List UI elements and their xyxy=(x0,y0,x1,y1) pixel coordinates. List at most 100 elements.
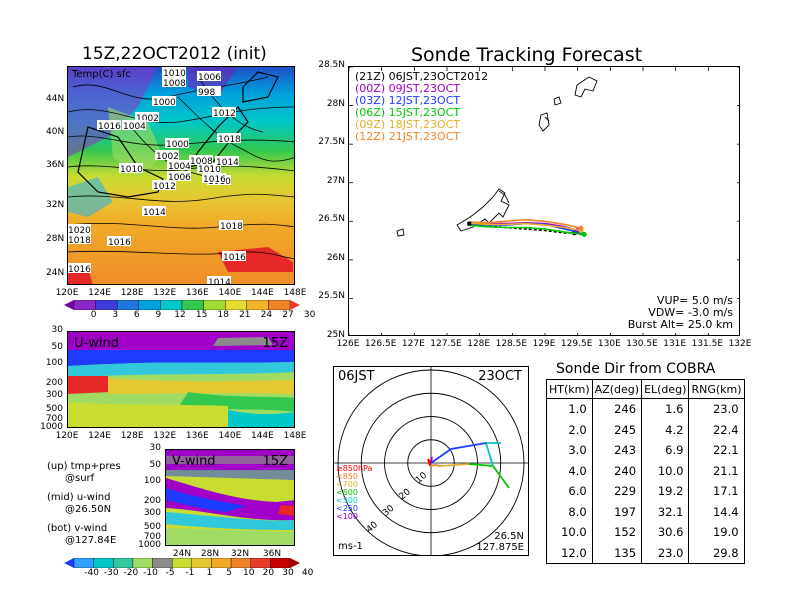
map-lat-tick: 40N xyxy=(46,127,65,137)
track-legend-entry: (21Z) 06JST,23OCT2012 xyxy=(355,70,489,83)
v-wind-x-tick: 36N xyxy=(262,549,282,559)
polar-legend-entry: <700 xyxy=(336,480,358,489)
table-cell: 243 xyxy=(591,440,643,461)
pressure-contour-label: 1016 xyxy=(223,253,246,263)
table-cell: 135 xyxy=(591,542,643,564)
v-wind-y-tick: 700 xyxy=(143,532,161,542)
wind-scale-label: -30 xyxy=(103,568,119,578)
map-lat-tick: 32N xyxy=(46,200,65,210)
temp-scale-label: 24 xyxy=(260,310,273,320)
u-wind-x-tick: 120E xyxy=(55,431,79,441)
u-wind-x-tick: 132E xyxy=(153,431,177,441)
map-title: 15Z,22OCT2012 (init) xyxy=(82,44,267,64)
u-wind-y-tick: 50 xyxy=(51,342,63,352)
track-x-tick: 132E xyxy=(728,339,752,349)
table-row: 4.0 240 10.0 21.1 xyxy=(546,460,745,481)
table-cell: 23.0 xyxy=(641,542,690,564)
table-row: 8.0 197 32.1 14.4 xyxy=(546,501,745,522)
polar-legend-entry: <850 xyxy=(336,472,358,481)
track-x-tick: 130.5E xyxy=(626,339,658,349)
polar-loc-lat: 26.5N xyxy=(494,531,524,542)
table-cell: 21.1 xyxy=(688,460,745,481)
table-cell: 240 xyxy=(591,460,643,481)
temp-scale-label: 18 xyxy=(217,310,229,320)
hodograph-segment xyxy=(468,463,510,489)
u-wind-time: 15Z xyxy=(262,336,288,351)
pressure-contour-label: 1004 xyxy=(168,162,191,172)
track-end-point xyxy=(578,225,584,231)
table-title: Sonde Dir from COBRA xyxy=(556,361,716,377)
track-x-tick: 129E xyxy=(532,339,556,349)
v-wind-x-tick: 24N xyxy=(172,549,192,559)
pressure-contour-label: 1020 xyxy=(68,226,91,236)
panel-note: @surf xyxy=(65,473,95,484)
hodograph-segment xyxy=(427,458,432,467)
track-legend-entry: (09Z) 18JST,23OCT xyxy=(355,118,461,131)
map-lat-tick: 28N xyxy=(46,234,65,244)
pressure-contour-label: 1006 xyxy=(198,73,221,83)
table-header-cell: EL(deg) xyxy=(641,379,690,399)
map-lon-tick: 148E xyxy=(283,288,307,298)
map-lon-tick: 144E xyxy=(250,288,274,298)
u-wind-x-tick: 128E xyxy=(120,431,144,441)
table-cell: 30.6 xyxy=(641,522,690,543)
pressure-contour-label: 1014 xyxy=(208,278,231,285)
panel-note: @127.84E xyxy=(65,535,117,546)
v-wind-x-tick: 32N xyxy=(230,549,250,559)
track-y-tick: 27N xyxy=(326,175,345,186)
v-wind-x-tick: 28N xyxy=(200,549,220,559)
hodograph-segment xyxy=(430,442,487,464)
track-x-tick: 127E xyxy=(401,339,425,349)
pressure-contour-label: 1012 xyxy=(153,182,176,192)
temp-scale-label: 6 xyxy=(133,310,140,320)
table-cell: 32.1 xyxy=(641,501,690,522)
pressure-contour-label: 1004 xyxy=(123,122,146,132)
table-cell: 3.0 xyxy=(546,440,593,461)
track-start-point xyxy=(467,221,472,226)
table-cell: 29.8 xyxy=(688,542,745,564)
table-row: 10.0 152 30.6 19.0 xyxy=(546,522,745,543)
u-wind-y-tick: 700 xyxy=(45,414,63,424)
hodograph-segment xyxy=(430,456,433,464)
track-series-line xyxy=(469,224,585,236)
polar-ring-label: 40 xyxy=(365,520,380,535)
pressure-contour-label: 1006 xyxy=(168,173,191,183)
polar-legend-entry: <100 xyxy=(336,512,358,521)
table-cell: 246 xyxy=(591,398,643,420)
table-header-cell: HT(km) xyxy=(546,379,593,399)
table-row: 2.0 245 4.2 22.4 xyxy=(546,419,745,440)
pressure-contour-label: 1018 xyxy=(218,135,241,145)
u-wind-panel: U-wind 15Z xyxy=(67,331,295,428)
hodograph-segment xyxy=(440,463,470,467)
table-cell: 2.0 xyxy=(546,419,593,440)
wind-scale-label: 10 xyxy=(242,568,255,578)
map-lon-tick: 136E xyxy=(185,288,209,298)
v-wind-label: V-wind xyxy=(172,454,216,469)
track-end-point xyxy=(581,231,587,237)
table-header-cell: RNG(km) xyxy=(688,379,745,399)
table-cell: 10.0 xyxy=(546,522,593,543)
sonde-table: HT(km) AZ(deg) EL(deg) RNG(km) 1.0 246 1.6 23.… xyxy=(546,379,745,564)
track-legend-entry: (03Z) 12JST,23OCT xyxy=(355,94,461,107)
pressure-contour-label: 1010 xyxy=(198,165,221,175)
temp-scale-label: 27 xyxy=(282,310,294,320)
pressure-contour-label: 1002 xyxy=(136,114,159,124)
table-cell: 1.0 xyxy=(546,398,593,420)
polar-ring-label: 30 xyxy=(381,503,396,518)
wind-scale-label: 30 xyxy=(282,568,294,578)
temperature-map: 1010 1008 1006 998 1000 1012 1002 1016 1004 1018 1… xyxy=(67,66,295,285)
table-cell: 22.4 xyxy=(688,419,745,440)
track-series-line xyxy=(469,218,582,229)
u-wind-x-tick: 124E xyxy=(88,431,111,441)
table-cell: 10.0 xyxy=(641,460,690,481)
map-lat-tick: 36N xyxy=(46,160,65,170)
u-wind-y-tick: 1000 xyxy=(40,422,63,432)
u-wind-x-tick: 136E xyxy=(185,431,209,441)
u-wind-y-tick: 30 xyxy=(51,325,63,335)
temp-scale-label: 15 xyxy=(195,310,208,320)
table-row: 6.0 229 19.2 17.1 xyxy=(546,481,745,502)
polar-time-left: 06JST xyxy=(338,369,375,384)
temp-scale-label: 21 xyxy=(239,310,251,320)
track-x-tick: 126E xyxy=(336,339,360,349)
pressure-contour-label: 1010 xyxy=(120,165,143,175)
